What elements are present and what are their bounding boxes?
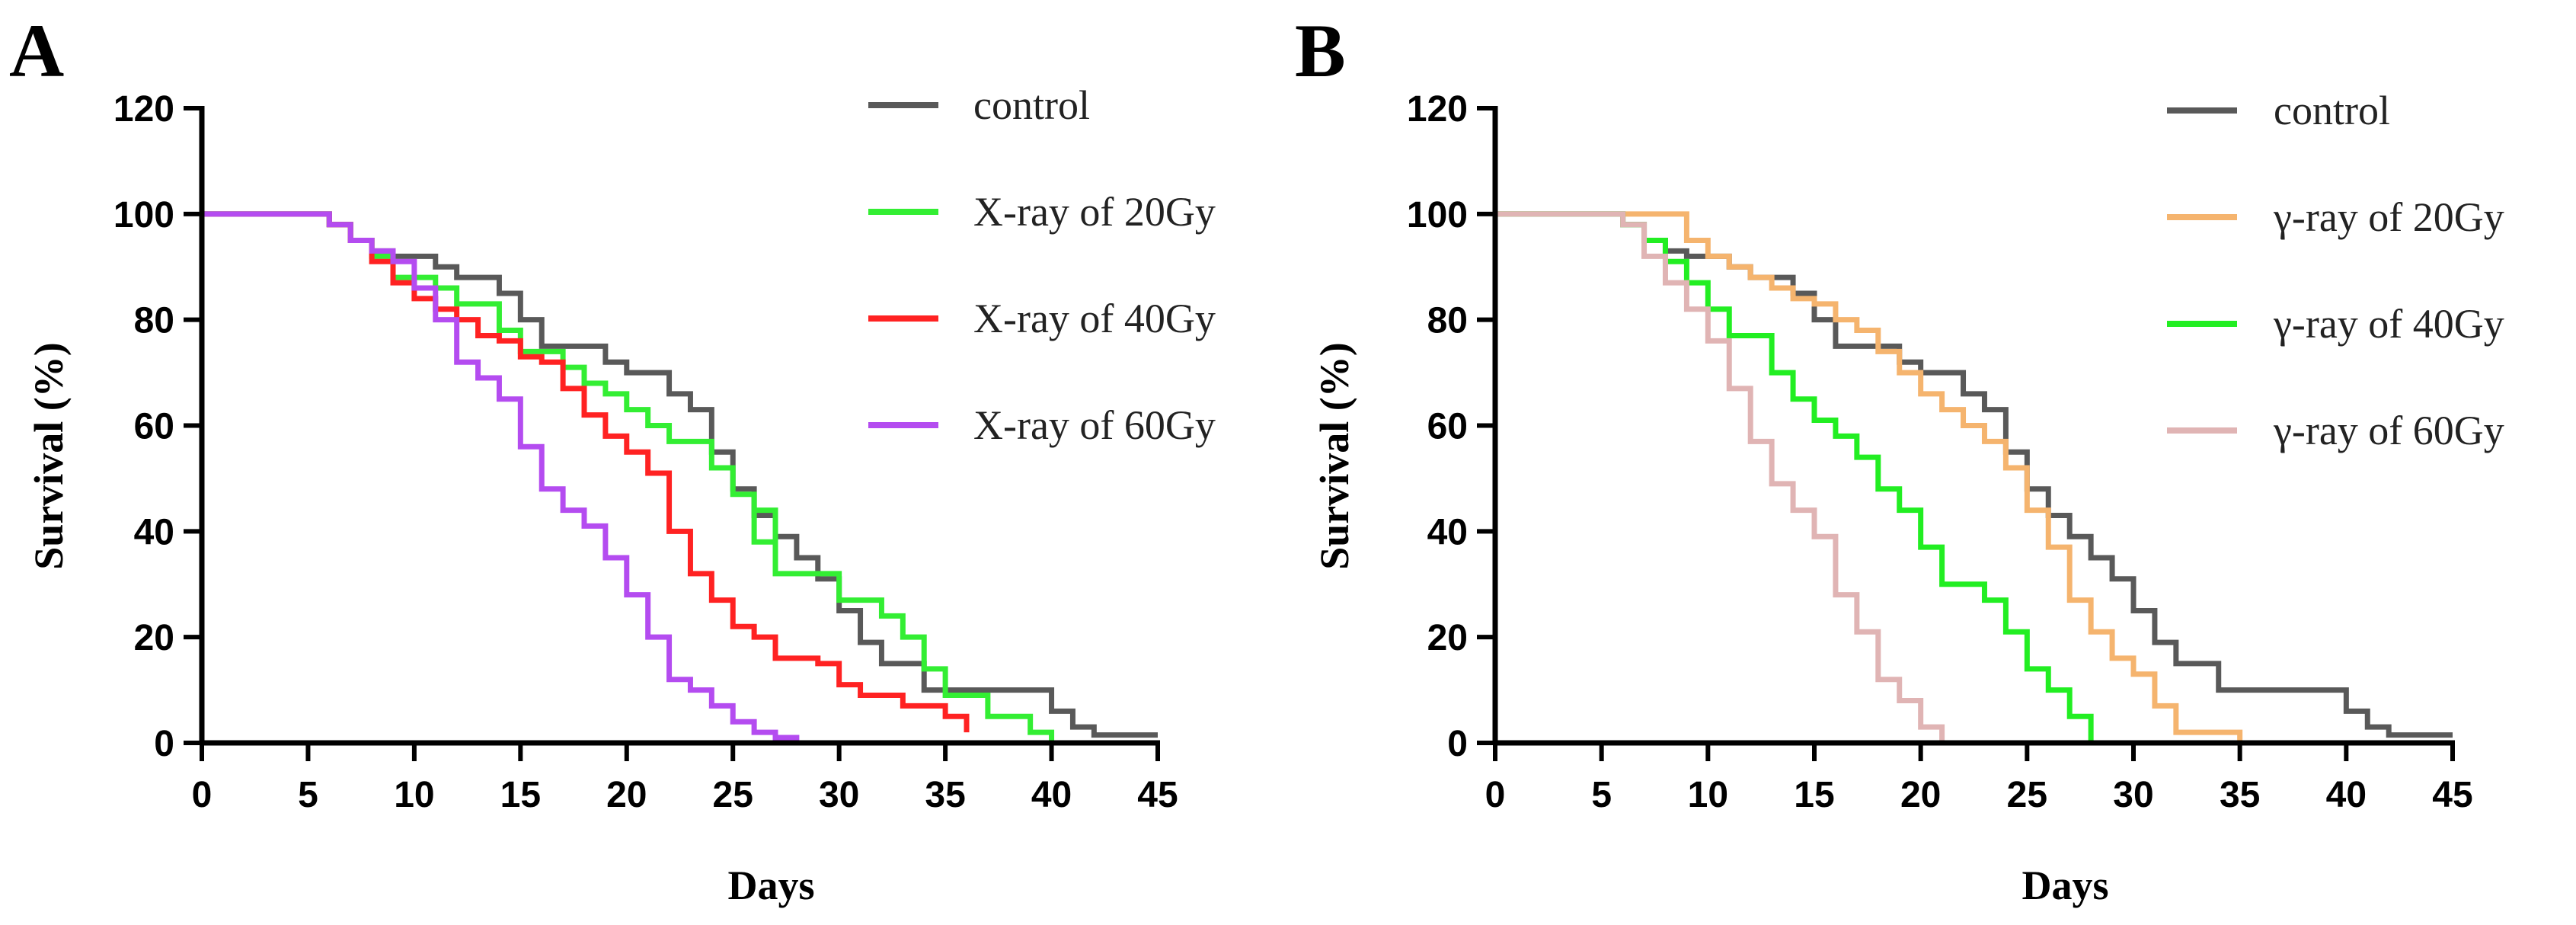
x-tick-label: 10: [1688, 775, 1728, 815]
x-tick-label: 35: [2220, 775, 2260, 815]
y-tick-label: 0: [1447, 724, 1468, 764]
y-tick-label: 0: [154, 724, 174, 764]
survival-curve-dose-1: [1495, 211, 2243, 741]
x-tick-label: 35: [925, 775, 965, 815]
x-tick-label: 5: [298, 775, 318, 815]
legend-label: control: [973, 82, 1090, 128]
x-tick-label: 20: [606, 775, 647, 815]
survival-curve-control: [1495, 211, 2453, 738]
x-axis-title: Days: [727, 863, 814, 908]
x-tick-label: 20: [1900, 775, 1941, 815]
y-tick-label: 100: [113, 195, 174, 235]
panel-B: B 0 5 10 15 20 25 30 35 40 45 0 20 40 60 80 100 120 Days Su…: [1295, 8, 2504, 908]
x-tick-label: 40: [1031, 775, 1072, 815]
y-tick-label: 20: [134, 618, 174, 658]
x-tick-label: 40: [2326, 775, 2367, 815]
legend-label: control: [2274, 88, 2390, 133]
x-tick-label: 10: [394, 775, 434, 815]
legend-label: γ-ray of 60Gy: [2273, 408, 2504, 453]
x-tick-label: 45: [2432, 775, 2472, 815]
y-tick-label: 120: [113, 89, 174, 130]
x-tick-label: 25: [713, 775, 753, 815]
survival-curve-dose-3: [202, 211, 800, 741]
x-tick-label: 25: [2007, 775, 2047, 815]
survival-curve-dose-2: [1495, 211, 2094, 741]
x-tick-label: 15: [500, 775, 541, 815]
legend-label: γ-ray of 20Gy: [2273, 194, 2504, 240]
y-tick-label: 100: [1407, 195, 1468, 235]
x-tick-label: 45: [1137, 775, 1178, 815]
survival-curve-dose-2: [202, 211, 970, 733]
y-tick-label: 80: [134, 301, 174, 341]
y-tick-label: 60: [1427, 407, 1468, 447]
y-axis-title: Survival (%): [1312, 342, 1357, 570]
y-tick-label: 60: [134, 407, 174, 447]
x-axis-title: Days: [2021, 863, 2108, 908]
x-tick-label: 30: [819, 775, 859, 815]
survival-curve-dose-1: [202, 211, 1055, 741]
legend-label: X-ray of 40Gy: [973, 296, 1216, 341]
y-tick-label: 80: [1427, 301, 1468, 341]
legend-label: γ-ray of 40Gy: [2273, 301, 2504, 347]
panel-letter: A: [9, 8, 64, 93]
legend: control X-ray of 20Gy X-ray of 40Gy X-ray o…: [868, 82, 1216, 448]
y-tick-label: 40: [1427, 512, 1468, 552]
x-tick-label: 0: [192, 775, 213, 815]
legend-label: X-ray of 20Gy: [973, 189, 1216, 235]
legend: control γ-ray of 20Gy γ-ray of 40Gy γ-ray o…: [2167, 88, 2504, 453]
y-tick-label: 120: [1407, 89, 1468, 130]
y-tick-label: 20: [1427, 618, 1468, 658]
panel-A: A 0 5 10 15 20 25 30 35 40 45 0 20 40 60 80 100 120 Days Su…: [9, 8, 1216, 908]
y-tick-label: 40: [134, 512, 174, 552]
legend-label: X-ray of 60Gy: [973, 402, 1216, 448]
panel-letter: B: [1295, 8, 1346, 93]
x-tick-label: 0: [1485, 775, 1506, 815]
survival-curve-control: [202, 211, 1158, 738]
survival-curve-dose-3: [1495, 211, 1945, 741]
y-axis-title: Survival (%): [26, 342, 72, 570]
x-tick-label: 5: [1591, 775, 1612, 815]
x-tick-label: 15: [1794, 775, 1834, 815]
x-tick-label: 30: [2113, 775, 2153, 815]
